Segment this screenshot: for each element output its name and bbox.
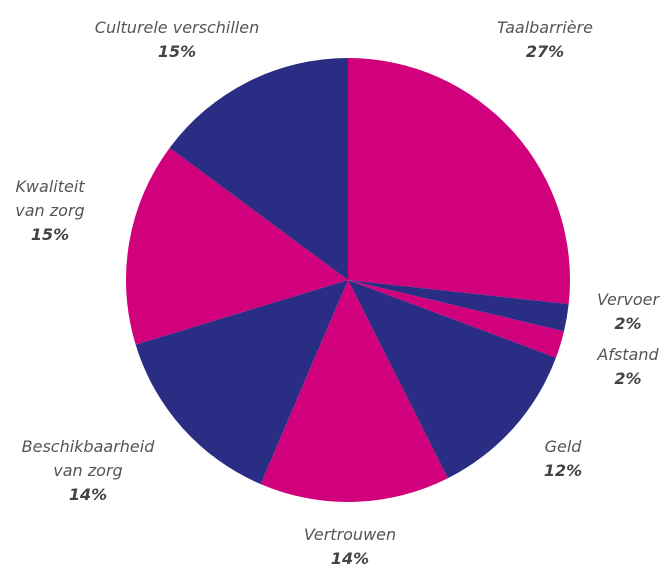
value-label: 2%	[614, 369, 642, 388]
slice-label: Vertrouwen 14%	[270, 523, 430, 571]
value-label: 15%	[30, 225, 70, 244]
pie-slice	[135, 280, 348, 485]
slice-label: Afstand 2%	[588, 343, 665, 391]
value-label: 14%	[68, 485, 108, 504]
value-label: 27%	[525, 42, 565, 61]
slice-label: Kwaliteit van zorg 15%	[8, 175, 93, 247]
category-label: Beschikbaarheid van zorg	[21, 437, 155, 480]
pie-slice	[260, 280, 448, 502]
slice-label: Taalbarrière 27%	[465, 16, 625, 64]
slice-label: Culturele verschillen 15%	[67, 16, 287, 64]
category-label: Taalbarrière	[497, 18, 593, 37]
value-label: 12%	[543, 461, 583, 480]
value-label: 14%	[330, 549, 370, 568]
value-label: 15%	[157, 42, 197, 61]
pie-slice	[348, 280, 564, 358]
pie-slice	[125, 147, 348, 345]
category-label: Geld	[544, 437, 582, 456]
pie-slice	[169, 58, 348, 280]
pie-slice	[348, 280, 556, 479]
slice-label: Geld 12%	[523, 435, 603, 483]
pie-slice	[348, 280, 569, 332]
category-label: Afstand	[597, 345, 659, 364]
category-label: Vertrouwen	[303, 525, 397, 544]
pie-slice	[348, 58, 570, 305]
slice-label: Beschikbaarheid van zorg 14%	[6, 435, 171, 507]
category-label: Kwaliteit van zorg	[15, 177, 85, 220]
category-label: Culturele verschillen	[94, 18, 260, 37]
category-label: Vervoer	[596, 290, 660, 309]
value-label: 2%	[614, 314, 642, 333]
slice-label: Vervoer 2%	[588, 288, 665, 336]
